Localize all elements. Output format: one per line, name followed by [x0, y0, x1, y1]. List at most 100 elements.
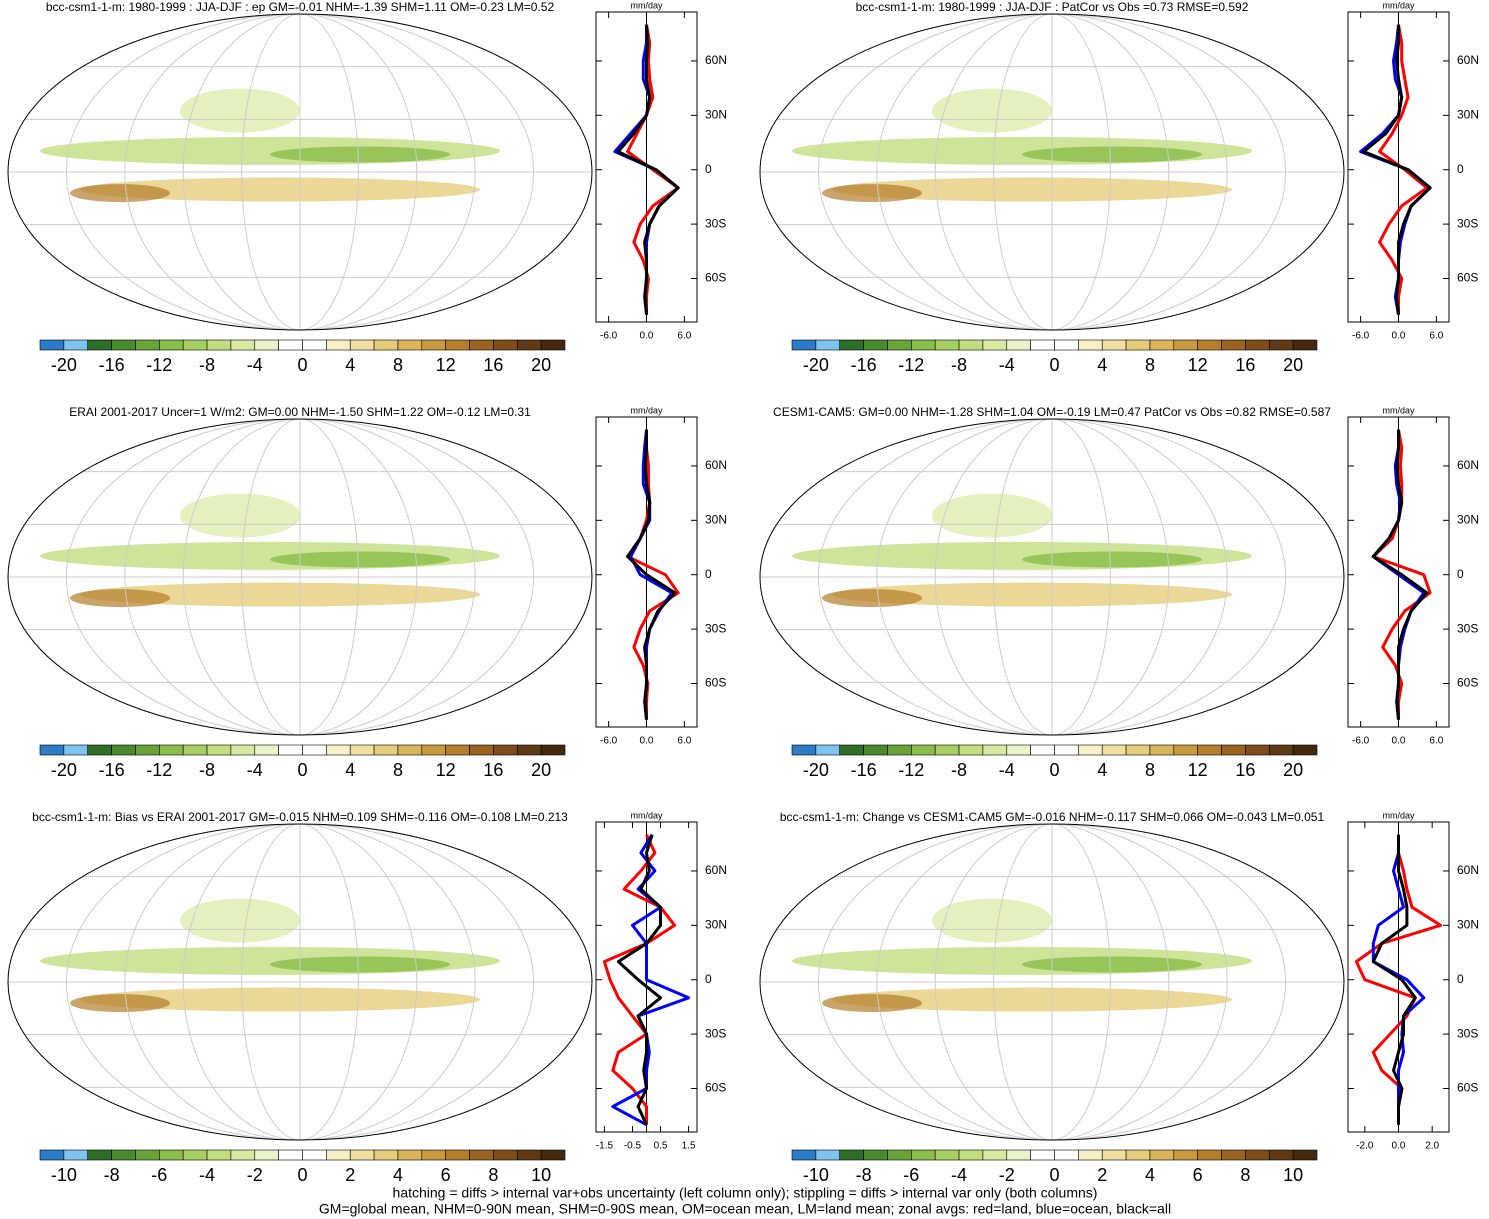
panel-title: bcc-csm1-1-m: Change vs CESM1-CAM5 GM=-0…	[780, 810, 1325, 824]
colorbar-label: -16	[99, 355, 125, 375]
colorbar-label: 2	[1097, 1165, 1107, 1185]
colorbar-box	[1030, 339, 1055, 351]
colorbar-box	[373, 744, 399, 756]
graticule	[241, 824, 359, 1140]
zonal-line	[1371, 834, 1426, 1125]
colorbar-box	[135, 339, 160, 351]
y-tick-label: 0	[705, 972, 712, 986]
colorbar-box	[469, 1149, 494, 1161]
zonal-line	[626, 429, 680, 720]
colorbar-box	[326, 339, 351, 351]
colorbar-box	[111, 1149, 136, 1161]
colorbar-label: -4	[999, 760, 1015, 780]
colorbar-box	[493, 1149, 518, 1161]
zonal-line	[1371, 429, 1429, 720]
zonal-line	[616, 834, 662, 1126]
map-border	[7, 418, 593, 736]
graticule	[817, 419, 1287, 735]
colorbar-box	[445, 744, 470, 756]
colorbar-box	[934, 744, 960, 756]
colorbar-box	[911, 744, 936, 756]
colorbar-box	[1197, 339, 1222, 351]
colorbar-label: -8	[199, 760, 215, 780]
colorbar-box	[230, 744, 256, 756]
colorbar-box	[349, 1149, 375, 1161]
colorbar-label: -4	[247, 355, 263, 375]
rain-band	[80, 582, 480, 607]
colorbar-box	[1101, 1149, 1127, 1161]
colorbar-box	[397, 339, 423, 351]
colorbar-box	[159, 744, 184, 756]
colorbar-label: 0	[1049, 1165, 1059, 1185]
colorbar-box	[63, 1149, 89, 1161]
colorbar-box	[815, 1149, 841, 1161]
note: hatching = diffs > internal var+obs unce…	[393, 1185, 1098, 1201]
colorbar-box	[1030, 1149, 1055, 1161]
colorbar-box	[206, 1149, 232, 1161]
colorbar-box	[1125, 339, 1151, 351]
y-tick-label: 60S	[1457, 1081, 1478, 1095]
map	[760, 419, 1344, 735]
colorbar-box	[1197, 744, 1222, 756]
x-tick-label: 6.0	[677, 331, 691, 342]
colorbar-box	[39, 339, 65, 351]
rain-band	[822, 994, 922, 1013]
graticule	[182, 14, 418, 330]
graticule	[993, 419, 1111, 735]
colorbar-label: 16	[1235, 355, 1255, 375]
y-tick-label: 30S	[705, 1026, 726, 1040]
y-tick-label: 60S	[705, 271, 726, 285]
colorbar-box	[1006, 744, 1031, 756]
colorbar-label: 12	[436, 760, 456, 780]
y-tick-label: 30S	[1457, 621, 1478, 635]
colorbar-label: -16	[99, 760, 125, 780]
rain-band	[832, 582, 1232, 607]
rain-band	[1022, 146, 1202, 163]
map-border	[759, 13, 1345, 331]
x-tick-label: 1.5	[682, 1141, 696, 1152]
x-tick-label: -6.0	[1352, 331, 1370, 342]
colorbar-box	[159, 1149, 184, 1161]
colorbar-box	[39, 1149, 65, 1161]
y-tick-label: 30N	[705, 918, 727, 932]
colorbar-box	[1078, 744, 1103, 756]
colorbar-label: -8	[104, 1165, 120, 1185]
rain-band	[822, 589, 922, 608]
colorbar-box	[791, 1149, 817, 1161]
colorbar-box	[39, 744, 65, 756]
colorbar-label: -4	[199, 1165, 215, 1185]
colorbar-box	[326, 1149, 351, 1161]
graticule	[934, 419, 1170, 735]
graticule	[241, 419, 359, 735]
x-tick-label: 0.0	[1392, 1141, 1406, 1152]
panel: bcc-csm1-1-m: 1980-1999 : JJA-DJF : ep G…	[7, 0, 727, 375]
y-tick-label: 60N	[705, 863, 727, 877]
colorbar-label: -8	[856, 1165, 872, 1185]
colorbar-box	[493, 339, 518, 351]
colorbar-label: 8	[393, 355, 403, 375]
colorbar-box	[1030, 744, 1055, 756]
colorbar-label: 16	[1235, 760, 1255, 780]
y-tick-label: 30S	[1457, 1026, 1478, 1040]
colorbar-box	[1006, 339, 1031, 351]
rain-band	[180, 88, 300, 133]
colorbar-box	[934, 339, 960, 351]
y-tick-label: 30S	[1457, 216, 1478, 230]
colorbar-box	[111, 339, 136, 351]
colorbar-box	[302, 339, 327, 351]
colorbar-box	[182, 1149, 208, 1161]
graticule	[182, 824, 418, 1140]
colorbar-box	[87, 339, 112, 351]
colorbar-box	[469, 744, 494, 756]
colorbar-label: -6	[151, 1165, 167, 1185]
colorbar-label: 4	[1097, 355, 1107, 375]
colorbar-label: 16	[483, 355, 503, 375]
map-border	[7, 823, 593, 1141]
colorbar-label: 2	[345, 1165, 355, 1185]
colorbar-box	[1125, 744, 1151, 756]
colorbar-label: -20	[51, 760, 77, 780]
rain-band	[180, 898, 300, 943]
colorbar-box	[278, 744, 303, 756]
colorbar-box	[791, 744, 817, 756]
